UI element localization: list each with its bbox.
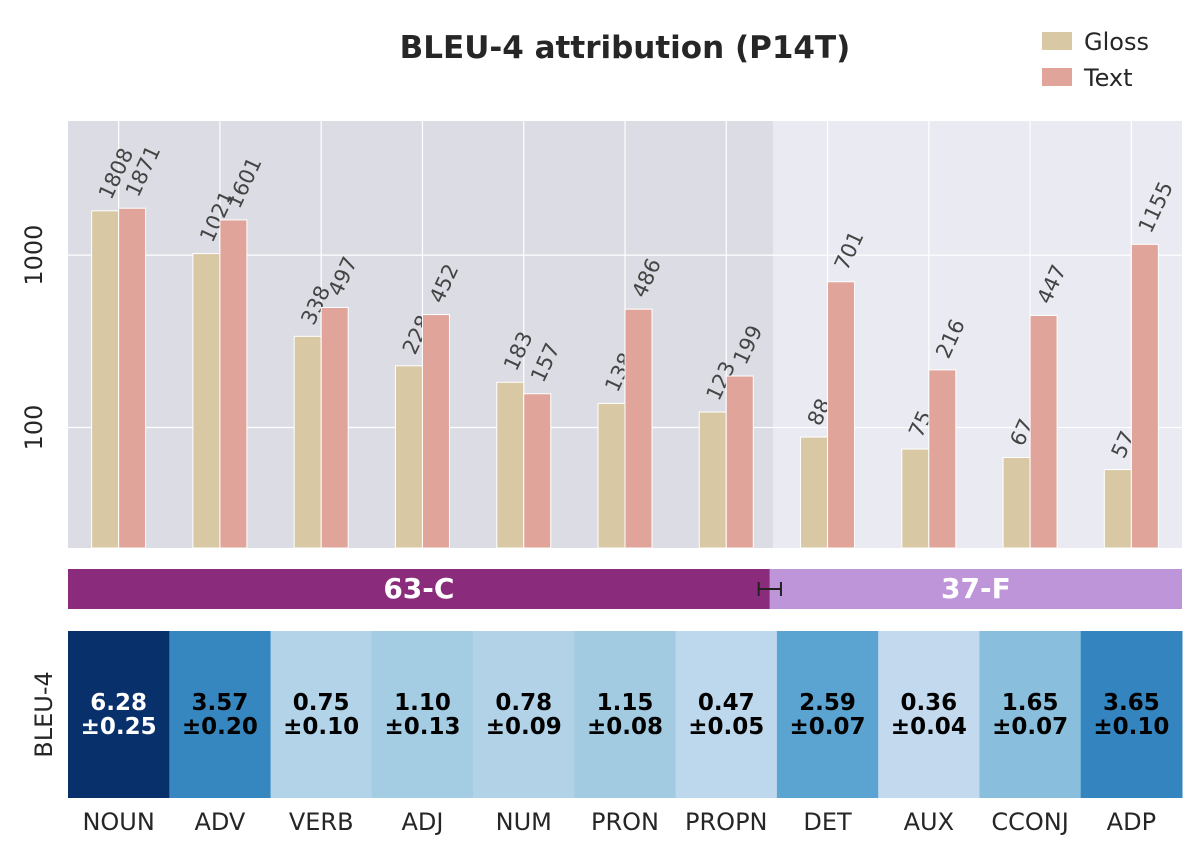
band-segment-37-f — [769, 569, 1182, 609]
heatmap: 6.28±0.253.57±0.200.75±0.101.10±0.130.78… — [30, 631, 1183, 798]
bar-gloss-cconj — [1002, 456, 1031, 549]
bar-text-adv — [219, 219, 248, 549]
heatmap-ylabel: BLEU-4 — [30, 671, 58, 758]
x-tick-label-propn: PROPN — [685, 808, 767, 836]
heatmap-cell-pron — [574, 631, 677, 798]
bar-text-verb — [320, 306, 349, 549]
legend: Gloss Text — [1042, 28, 1149, 92]
heatmap-value-propn: 0.47 — [698, 690, 755, 716]
split-band: 63-C 37-F — [68, 569, 1182, 609]
heatmap-value-num: 0.78 — [495, 690, 552, 716]
heatmap-cell-adv — [169, 631, 272, 798]
heatmap-value-adv: 3.57 — [192, 690, 249, 716]
x-tick-label-adp: ADP — [1107, 808, 1156, 836]
bar-text-cconj — [1029, 314, 1058, 549]
x-tick-label-aux: AUX — [904, 808, 954, 836]
bar-text-adj — [421, 314, 450, 549]
heatmap-error-adj: ±0.13 — [384, 714, 460, 740]
band-label-37-f: 37-F — [941, 572, 1011, 605]
heatmap-cell-propn — [675, 631, 778, 798]
y-tick-label: 100 — [20, 405, 48, 451]
heatmap-cell-det — [776, 631, 879, 798]
heatmap-error-noun: ±0.25 — [81, 714, 157, 740]
bar-text-aux — [928, 369, 957, 549]
bar-plot-area: 1001000180818711021160133849722845218315… — [20, 121, 1182, 549]
bar-gloss-num — [496, 381, 525, 549]
bar-text-det — [827, 281, 856, 549]
heatmap-cell-adj — [371, 631, 474, 798]
bar-text-pron — [624, 308, 653, 549]
band-segment-63-c — [68, 569, 770, 609]
legend-swatch-text — [1042, 68, 1072, 86]
x-tick-label-cconj: CCONJ — [991, 808, 1068, 836]
heatmap-error-aux: ±0.04 — [891, 714, 967, 740]
legend-label-gloss: Gloss — [1084, 28, 1149, 56]
split-error-bar — [757, 582, 782, 596]
x-tick-label-adv: ADV — [194, 808, 245, 836]
legend-label-text: Text — [1083, 64, 1133, 92]
heatmap-error-adv: ±0.20 — [182, 714, 258, 740]
heatmap-error-verb: ±0.10 — [283, 714, 359, 740]
heatmap-error-adp: ±0.10 — [1093, 714, 1169, 740]
heatmap-value-adj: 1.10 — [394, 690, 451, 716]
heatmap-value-adp: 3.65 — [1103, 690, 1160, 716]
band-label-63-c: 63-C — [383, 572, 454, 605]
heatmap-value-pron: 1.15 — [597, 690, 654, 716]
heatmap-cell-cconj — [979, 631, 1082, 798]
heatmap-value-aux: 0.36 — [900, 690, 957, 716]
legend-swatch-gloss — [1042, 32, 1072, 50]
heatmap-cell-noun — [68, 631, 170, 798]
bar-text-propn — [725, 375, 754, 549]
heatmap-value-cconj: 1.65 — [1002, 690, 1059, 716]
heatmap-cell-num — [473, 631, 575, 798]
heatmap-cell-adp — [1080, 631, 1183, 798]
bar-gloss-adp — [1103, 469, 1132, 549]
heatmap-value-noun: 6.28 — [90, 690, 147, 716]
heatmap-value-verb: 0.75 — [293, 690, 350, 716]
y-tick-label: 1000 — [20, 225, 48, 286]
heatmap-cell-verb — [270, 631, 373, 798]
bar-gloss-pron — [597, 402, 626, 549]
heatmap-error-cconj: ±0.07 — [992, 714, 1068, 740]
bar-gloss-adj — [394, 365, 423, 549]
heatmap-error-propn: ±0.05 — [688, 714, 764, 740]
bar-text-num — [523, 393, 552, 549]
x-tick-label-det: DET — [803, 808, 852, 836]
bar-text-noun — [118, 207, 147, 549]
heatmap-error-num: ±0.09 — [486, 714, 562, 740]
x-tick-label-pron: PRON — [591, 808, 659, 836]
heatmap-error-pron: ±0.08 — [587, 714, 663, 740]
x-tick-label-verb: VERB — [289, 808, 354, 836]
x-tick-label-adj: ADJ — [401, 808, 443, 836]
chart-title: BLEU-4 attribution (P14T) — [400, 30, 851, 66]
bar-gloss-adv — [192, 253, 221, 549]
heatmap-value-det: 2.59 — [799, 690, 856, 716]
bar-gloss-noun — [91, 210, 120, 549]
bar-gloss-det — [800, 436, 829, 549]
heatmap-cell-aux — [878, 631, 980, 798]
bar-text-adp — [1130, 243, 1159, 549]
x-tick-label-noun: NOUN — [82, 808, 154, 836]
x-axis-ticks: NOUN ADV VERB ADJ NUM PRON PROPN DET AUX CCONJ ADP — [82, 808, 1156, 836]
bar-gloss-verb — [293, 335, 322, 549]
bar-gloss-aux — [901, 448, 930, 549]
x-tick-label-num: NUM — [496, 808, 552, 836]
bar-gloss-propn — [698, 411, 727, 549]
heatmap-error-det: ±0.07 — [790, 714, 866, 740]
